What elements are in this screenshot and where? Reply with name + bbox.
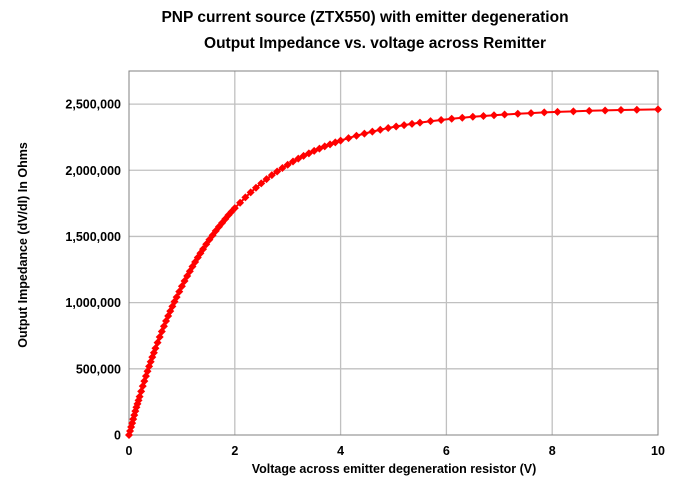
data-point-marker (408, 119, 417, 128)
data-point-marker (553, 107, 562, 116)
data-point-marker (352, 131, 361, 140)
y-tick-label: 500,000 (76, 362, 121, 376)
y-tick-label: 2,500,000 (65, 98, 121, 112)
data-point-marker (654, 105, 662, 114)
data-point-marker (632, 105, 641, 114)
data-point-marker (273, 167, 282, 176)
data-point-marker (246, 188, 255, 197)
plot-area-frame (128, 70, 659, 436)
data-point-marker (251, 183, 260, 192)
data-point-marker (294, 154, 303, 163)
data-point-marker (344, 134, 353, 143)
y-tick-label: 1,500,000 (65, 230, 121, 244)
data-point-marker (400, 121, 409, 130)
series-layer (125, 105, 662, 439)
data-point-marker (426, 117, 435, 126)
tick-label-layer: 0 2 4 6 8 10 0 500,000 1,000,000 1,500,000 2,000,0… (65, 98, 665, 458)
data-point-marker (527, 109, 536, 118)
data-point-marker (172, 293, 181, 302)
x-tick-label: 2 (231, 444, 238, 458)
x-tick-label: 8 (549, 444, 556, 458)
x-tick-label: 4 (337, 444, 344, 458)
y-axis-title: Output Impedance (dV/dI) In Ohms (16, 142, 30, 348)
x-axis-title: Voltage across emitter degeneration resi… (252, 462, 537, 476)
data-point-marker (368, 127, 377, 136)
data-point-marker (458, 113, 467, 122)
chart-title-line-2: Output Impedance vs. voltage across Remi… (204, 35, 546, 52)
data-point-marker (288, 157, 297, 166)
data-point-marker (257, 179, 266, 188)
data-point-marker (540, 108, 549, 117)
data-point-marker (447, 114, 456, 123)
data-point-marker (376, 125, 385, 134)
data-point-marker (479, 112, 488, 121)
data-point-marker (262, 175, 271, 184)
x-tick-label: 0 (126, 444, 133, 458)
data-point-marker (415, 118, 424, 127)
y-tick-label: 0 (114, 429, 121, 443)
grid-layer (129, 71, 658, 435)
data-point-marker (513, 109, 522, 118)
data-point-marker (500, 110, 509, 119)
chart-title-line-1: PNP current source (ZTX550) with emitter… (161, 9, 568, 26)
data-point-marker (175, 287, 184, 296)
data-point-marker (437, 115, 446, 124)
data-point-marker (384, 124, 393, 133)
data-point-marker (585, 106, 594, 115)
y-tick-label: 2,000,000 (65, 164, 121, 178)
data-point-marker (230, 204, 239, 213)
data-point-marker (616, 106, 625, 115)
data-point-marker (360, 129, 369, 138)
data-point-marker (236, 198, 245, 207)
data-point-marker (490, 111, 499, 120)
data-point-marker (468, 112, 477, 121)
data-point-marker (199, 245, 208, 254)
data-point-marker (601, 106, 610, 115)
data-point-marker (569, 107, 578, 116)
data-point-marker (241, 193, 250, 202)
data-point-marker (336, 136, 345, 145)
x-tick-label: 10 (651, 444, 665, 458)
data-point-marker (283, 160, 292, 169)
data-point-marker (267, 171, 276, 180)
x-tick-label: 6 (443, 444, 450, 458)
data-point-marker (392, 122, 401, 131)
data-point-marker (278, 164, 287, 173)
y-tick-label: 1,000,000 (65, 296, 121, 310)
